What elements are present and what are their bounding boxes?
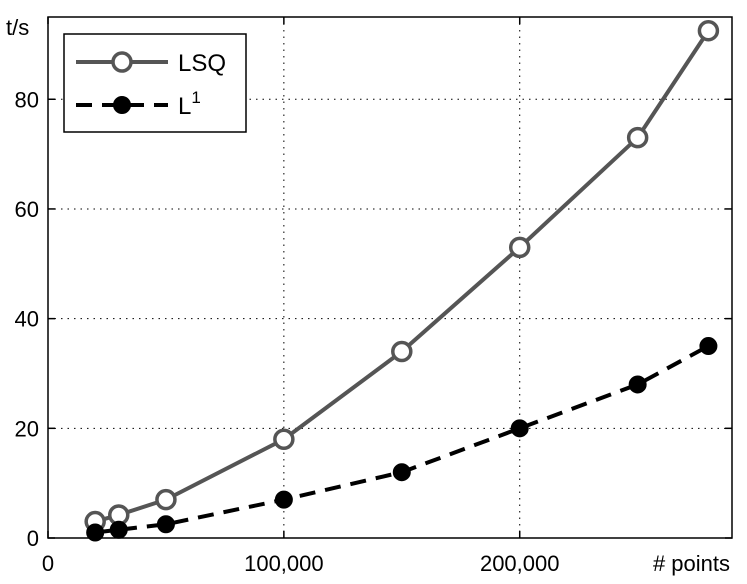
data-point: [156, 515, 175, 534]
axis-ticks: 0 100,000 200,000 0 20 40 60 80: [15, 17, 732, 576]
data-point: [391, 340, 413, 363]
series-line: [94, 344, 710, 535]
data-point: [392, 463, 411, 482]
data-point: [510, 419, 529, 438]
data-point: [86, 523, 105, 542]
data-point: [155, 488, 177, 511]
series-1: [84, 19, 720, 533]
x-tick-label: 100,000: [244, 551, 324, 576]
y-tick-label: 80: [15, 87, 39, 112]
y-tick-label: 40: [15, 307, 39, 332]
grid: [48, 17, 732, 538]
data-point: [273, 428, 295, 451]
data-point: [697, 19, 720, 42]
series-layer: [84, 19, 720, 542]
legend-marker: [113, 96, 131, 114]
y-tick-label: 0: [27, 526, 39, 551]
data-point: [699, 337, 718, 356]
x-tick-label: 200,000: [480, 551, 560, 576]
y-tick-label: 60: [15, 197, 39, 222]
x-axis-label: # points: [653, 551, 730, 576]
y-tick-label: 20: [15, 416, 39, 441]
legend-marker: [111, 51, 133, 73]
series-2: [86, 337, 718, 542]
legend-box: [63, 33, 247, 133]
legend-label-superscript: 1: [191, 88, 200, 107]
data-point: [628, 375, 647, 394]
y-axis-label: t/s: [6, 15, 29, 40]
data-point: [626, 126, 649, 149]
plot-frame: [47, 16, 733, 539]
legend-label: LSQ: [178, 50, 226, 77]
data-point: [274, 490, 293, 509]
x-tick-label: 0: [42, 551, 54, 576]
data-point: [508, 236, 531, 259]
data-point: [109, 520, 128, 539]
